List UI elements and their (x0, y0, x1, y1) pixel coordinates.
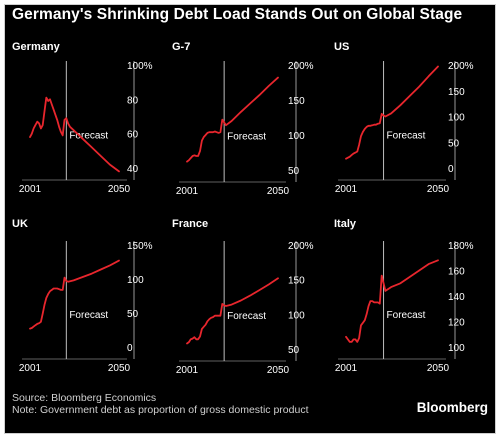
y-tick-label-us: 150 (448, 87, 465, 98)
x-tick-label-uk: 2001 (19, 363, 42, 374)
y-tick-label-g-7: 150 (288, 96, 305, 107)
debt-series-line-g-7 (186, 76, 279, 163)
footer-notes: Source: Bloomberg Economics Note: Govern… (12, 392, 309, 416)
panel-title-uk: UK (12, 218, 28, 230)
y-tick-label-germany: 80 (127, 95, 139, 106)
y-tick-label-us: 200% (448, 61, 474, 72)
x-tick-label-germany: 2001 (19, 184, 42, 195)
y-tick-label-uk: 0 (127, 343, 133, 354)
y-tick-label-uk: 100 (127, 275, 144, 286)
y-tick-label-italy: 100 (448, 343, 465, 354)
panel-title-france: France (172, 218, 208, 230)
x-tick-label-g-7: 2001 (176, 186, 199, 197)
panel-title-g-7: G-7 (172, 41, 190, 53)
y-tick-label-us: 0 (448, 164, 454, 175)
y-tick-label-us: 100 (448, 113, 465, 124)
debt-series-line-italy (345, 259, 439, 343)
chart-frame (4, 4, 496, 434)
y-tick-label-italy: 160 (448, 267, 465, 278)
y-tick-label-france: 200% (288, 241, 314, 252)
debt-series-line-germany (29, 96, 120, 173)
forecast-label-uk: Forecast (69, 310, 108, 321)
footnote: Note: Government debt as proportion of g… (12, 404, 309, 416)
y-tick-label-italy: 120 (448, 318, 465, 329)
x-tick-label-france: 2001 (176, 365, 199, 376)
y-tick-label-france: 100 (288, 310, 305, 321)
bloomberg-logo: Bloomberg (416, 400, 488, 415)
source-note: Source: Bloomberg Economics (12, 392, 157, 404)
y-tick-label-germany: 60 (127, 130, 139, 141)
y-tick-label-g-7: 100 (288, 131, 305, 142)
panel-title-italy: Italy (334, 218, 357, 230)
y-tick-label-italy: 180% (448, 241, 474, 252)
debt-series-line-uk (29, 259, 120, 330)
x-tick-label-italy: 2050 (427, 363, 450, 374)
y-tick-label-us: 50 (448, 138, 460, 149)
x-tick-label-us: 2001 (335, 184, 358, 195)
y-tick-label-france: 50 (288, 345, 300, 356)
x-tick-label-germany: 2050 (108, 184, 131, 195)
panel-title-germany: Germany (12, 41, 61, 53)
x-tick-label-g-7: 2050 (267, 186, 290, 197)
panel-title-us: US (334, 41, 349, 53)
forecast-label-italy: Forecast (387, 310, 426, 321)
y-tick-label-g-7: 200% (288, 61, 314, 72)
x-tick-label-france: 2050 (267, 365, 290, 376)
x-tick-label-us: 2050 (427, 184, 450, 195)
y-tick-label-italy: 140 (448, 292, 465, 303)
forecast-label-france: Forecast (227, 311, 266, 322)
x-tick-label-italy: 2001 (335, 363, 358, 374)
forecast-label-us: Forecast (387, 131, 426, 142)
page-title: Germany's Shrinking Debt Load Stands Out… (12, 6, 463, 23)
y-tick-label-g-7: 50 (288, 166, 300, 177)
y-tick-label-uk: 150% (127, 241, 153, 252)
y-tick-label-germany: 100% (127, 61, 153, 72)
y-tick-label-germany: 40 (127, 164, 139, 175)
y-tick-label-uk: 50 (127, 309, 139, 320)
forecast-label-germany: Forecast (69, 131, 108, 142)
debt-series-line-france (186, 277, 279, 345)
forecast-label-g-7: Forecast (227, 132, 266, 143)
y-tick-label-france: 150 (288, 276, 305, 287)
x-tick-label-uk: 2050 (108, 363, 131, 374)
debt-series-line-us (345, 65, 439, 160)
